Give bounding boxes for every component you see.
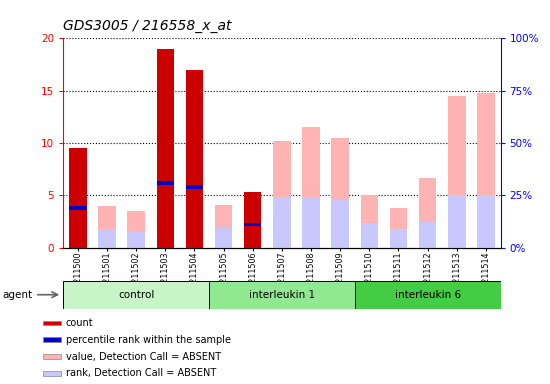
Bar — [244, 223, 261, 227]
Bar — [215, 205, 232, 248]
Bar — [361, 195, 378, 248]
Text: GDS3005 / 216558_x_at: GDS3005 / 216558_x_at — [63, 19, 232, 33]
Bar — [215, 227, 232, 248]
Text: control: control — [118, 290, 155, 300]
Bar — [448, 96, 465, 248]
Bar — [98, 229, 116, 248]
Bar — [419, 177, 436, 248]
Bar — [209, 281, 355, 309]
Text: interleukin 1: interleukin 1 — [249, 290, 315, 300]
Bar — [332, 138, 349, 248]
Bar — [419, 222, 436, 248]
Bar — [157, 49, 174, 248]
Bar — [186, 70, 203, 248]
Bar — [477, 195, 494, 248]
Bar — [186, 185, 203, 189]
Bar — [361, 223, 378, 248]
Bar — [244, 192, 261, 248]
Bar — [69, 148, 86, 248]
Text: agent: agent — [3, 290, 33, 300]
Bar — [390, 229, 407, 248]
Text: percentile rank within the sample: percentile rank within the sample — [66, 335, 231, 345]
Bar — [128, 232, 145, 248]
Bar — [43, 321, 61, 325]
Bar — [302, 197, 320, 248]
Bar — [477, 93, 494, 248]
Bar — [157, 181, 174, 185]
Bar — [302, 127, 320, 248]
Bar — [98, 206, 116, 248]
Text: interleukin 6: interleukin 6 — [394, 290, 461, 300]
Bar — [273, 141, 290, 248]
Bar — [273, 197, 290, 248]
Bar — [448, 195, 465, 248]
Bar — [69, 206, 86, 210]
Bar — [43, 371, 61, 376]
Bar — [390, 208, 407, 248]
Text: count: count — [66, 318, 94, 328]
Bar — [63, 281, 209, 309]
Bar — [332, 200, 349, 248]
Text: value, Detection Call = ABSENT: value, Detection Call = ABSENT — [66, 351, 221, 362]
Bar — [43, 338, 61, 342]
Bar — [43, 354, 61, 359]
Bar — [128, 211, 145, 248]
Bar — [355, 281, 500, 309]
Text: rank, Detection Call = ABSENT: rank, Detection Call = ABSENT — [66, 368, 216, 378]
